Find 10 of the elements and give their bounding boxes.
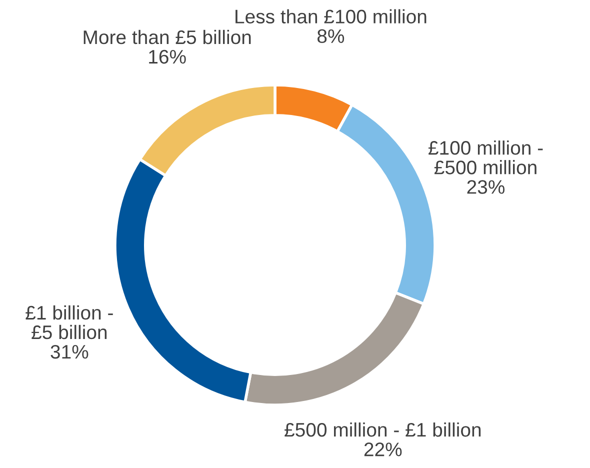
slice-label: Less than £100 million	[236, 9, 426, 24]
slice-label: £100 million - £500 million	[428, 140, 543, 174]
data-label: 22%	[364, 442, 402, 456]
data-label: 8%	[318, 29, 344, 44]
data-label: 23%	[467, 180, 505, 194]
data-label: 16%	[149, 50, 186, 64]
slice-label: £500 million - £1 billion	[284, 422, 481, 437]
slice-label: £1 billion - £5 billion	[26, 305, 113, 340]
data-label: 31%	[50, 344, 88, 359]
slice-label: More than £5 billion	[84, 30, 251, 44]
